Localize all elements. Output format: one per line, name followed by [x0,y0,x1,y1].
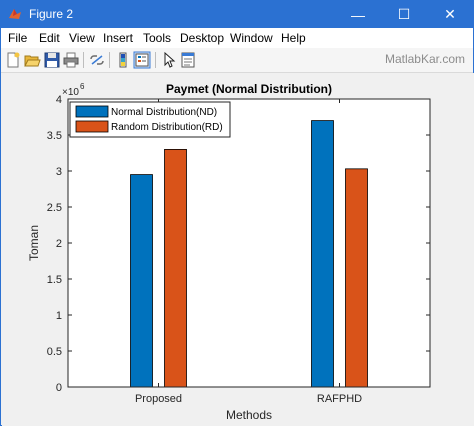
maximize-icon: ☐ [397,6,411,22]
toolbar-separator [109,52,110,68]
print-icon[interactable] [62,51,80,69]
matlab-icon [9,9,21,19]
menu-insert[interactable]: Insert [103,31,134,45]
chart-title: Paymet (Normal Distribution) [166,82,332,96]
menu-desktop[interactable]: Desktop [180,31,225,45]
bar-rd-rafphd[interactable] [345,168,368,388]
toolbar: MatlabKar.com [1,48,473,73]
plot-area [68,99,430,387]
y-tick-label: 3 [56,166,62,178]
y-exponent-power: 6 [80,82,85,91]
close-icon: ✕ [444,6,456,22]
insert-colorbar-icon[interactable] [114,51,132,69]
y-axis-label: Toman [27,225,41,261]
x-tick-label: RAFPHD [317,393,362,405]
y-tick-label: 0.5 [47,346,62,358]
figure-canvas: 0 0.5 1 1.5 2 2.5 3 3.5 4 Proposed RAFPHD Paymet … [2,73,474,426]
open-file-icon[interactable] [23,51,41,69]
edit-plot-arrow-icon[interactable] [160,51,178,69]
menu-file[interactable]: File [8,31,28,45]
y-exponent-base: ×10 [62,87,79,98]
legend-label-nd: Normal Distribution(ND) [111,107,217,118]
maximize-button[interactable]: ☐ [381,1,427,28]
toolbar-separator [155,52,156,68]
legend-swatch-rd [75,120,109,133]
legend-swatch-nd [75,105,109,118]
watermark-text: MatlabKar.com [384,52,465,66]
bar-nd-proposed[interactable] [130,174,153,388]
y-tick-label: 1.5 [47,274,62,286]
menu-window[interactable]: Window [230,31,273,45]
y-tick-label: 3.5 [47,130,62,142]
bar-chart: 0 0.5 1 1.5 2 2.5 3 3.5 4 Proposed RAFPHD Paymet … [27,82,431,422]
x-axis-label: Methods [226,408,272,422]
bar-rd-proposed[interactable] [164,149,187,388]
menu-edit[interactable]: Edit [39,31,60,45]
menu-tools[interactable]: Tools [143,31,172,45]
title-bar[interactable]: Figure 2 — ☐ ✕ [1,1,473,28]
toolbar-separator [83,52,84,68]
minimize-button[interactable]: — [335,1,381,28]
save-icon[interactable] [43,51,61,69]
y-tick-label: 1 [56,310,62,322]
menu-bar: File Edit View Insert Tools Desktop Wind… [1,28,473,48]
close-button[interactable]: ✕ [427,1,473,28]
legend[interactable]: Normal Distribution(ND) Random Distribut… [69,101,231,138]
minimize-icon: — [351,6,365,23]
new-figure-icon[interactable] [4,51,22,69]
property-editor-icon[interactable] [179,51,197,69]
window-title: Figure 2 [29,7,74,21]
bar-nd-rafphd[interactable] [311,120,334,388]
menu-view[interactable]: View [69,31,95,45]
y-tick-label: 4 [56,94,62,106]
legend-label-rd: Random Distribution(RD) [111,122,223,133]
link-plot-icon[interactable] [88,51,106,69]
y-tick-label: 2.5 [47,202,62,214]
y-tick-label: 2 [56,238,62,250]
x-tick-label: Proposed [135,393,182,405]
insert-legend-icon[interactable] [133,51,151,69]
menu-help[interactable]: Help [281,31,306,45]
y-tick-label: 0 [56,382,62,394]
